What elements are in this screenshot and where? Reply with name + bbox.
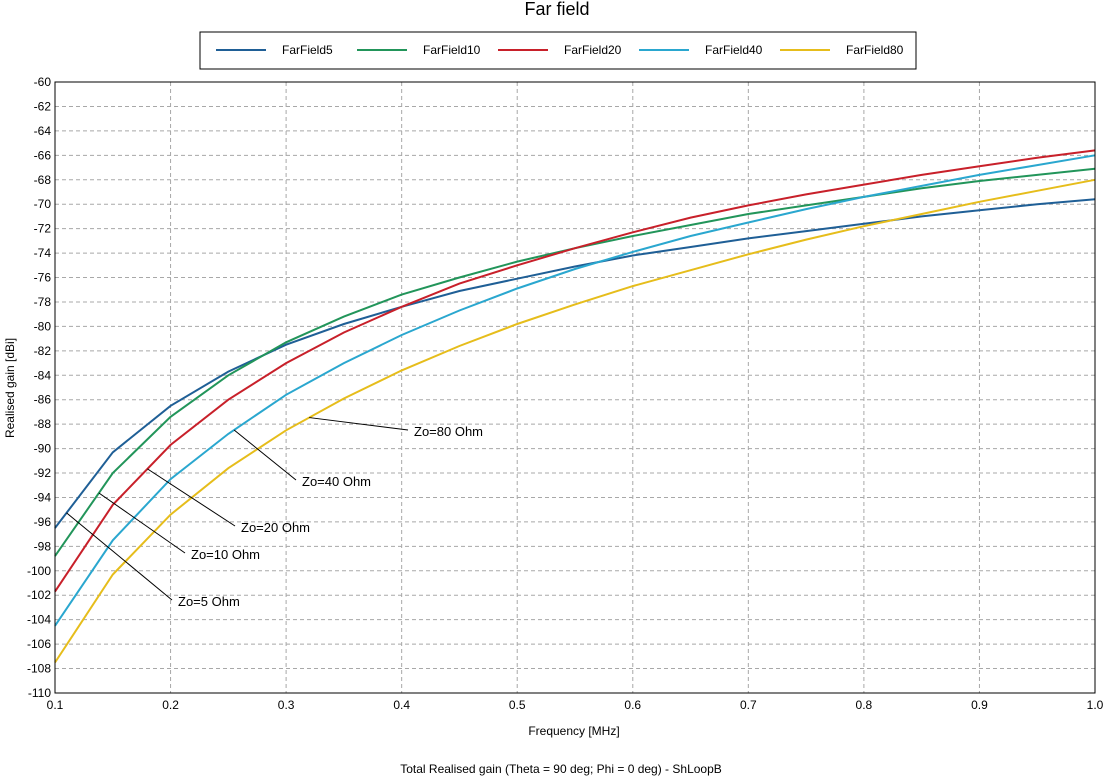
y-tick-label: -72 (34, 222, 52, 236)
annotation-leader (309, 417, 409, 431)
annotation-label: Zo=5 Ohm (178, 594, 240, 609)
x-tick-label: 0.5 (509, 698, 526, 712)
y-axis-label: Realised gain [dBi] (3, 338, 17, 438)
x-tick-label: 0.8 (856, 698, 873, 712)
y-tick-label: -84 (34, 368, 52, 382)
y-tick-label: -92 (34, 466, 52, 480)
y-tick-label: -80 (34, 319, 52, 333)
y-tick-label: -108 (27, 662, 51, 676)
legend-label: FarField10 (423, 43, 481, 57)
series-line-farfield80 (54, 178, 1096, 664)
series-line-farfield20 (54, 149, 1096, 593)
x-tick-label: 0.3 (278, 698, 295, 712)
y-tick-label: -78 (34, 295, 52, 309)
series-line-farfield40 (54, 154, 1096, 627)
series-line-farfield5 (54, 198, 1096, 529)
y-tick-label: -64 (34, 124, 52, 138)
annotation-label: Zo=40 Ohm (302, 474, 371, 489)
x-tick-label: 0.6 (624, 698, 641, 712)
y-tick-label: -60 (34, 75, 52, 89)
y-tick-label: -86 (34, 393, 52, 407)
y-tick-label: -96 (34, 515, 52, 529)
annotation-label: Zo=10 Ohm (191, 547, 260, 562)
x-tick-label: 0.1 (47, 698, 64, 712)
y-tick-label: -88 (34, 417, 52, 431)
chart-footer-caption: Total Realised gain (Theta = 90 deg; Phi… (400, 762, 722, 776)
y-tick-label: -106 (27, 637, 51, 651)
y-tick-label: -110 (28, 686, 51, 700)
x-tick-label: 0.4 (393, 698, 410, 712)
x-tick-label: 0.2 (162, 698, 179, 712)
y-tick-label: -68 (34, 173, 52, 187)
annotation-leader (66, 512, 173, 601)
series-line-farfield10 (54, 167, 1096, 557)
legend-label: FarField20 (564, 43, 622, 57)
y-tick-label: -94 (34, 490, 52, 504)
legend-label: FarField5 (282, 43, 333, 57)
y-tick-label: -90 (34, 442, 52, 456)
y-tick-label: -100 (27, 564, 51, 578)
y-tick-label: -82 (34, 344, 52, 358)
annotation-label: Zo=80 Ohm (414, 424, 483, 439)
plot-frame (54, 81, 1096, 694)
annotation-leader (233, 429, 297, 481)
annotation-leader (98, 492, 186, 554)
y-axis-ticks: -60 -62 -64 -66 -68 -70 -72 -74 -76 -78 -80 -82 -84 -… (27, 75, 51, 700)
series-lines (54, 149, 1096, 664)
y-tick-label: -102 (27, 588, 51, 602)
annotations: Zo=5 Ohm Zo=10 Ohm Zo=20 Ohm Zo=40 Ohm Zo=80… (66, 417, 483, 609)
annotation-label: Zo=20 Ohm (241, 520, 310, 535)
y-tick-label: -66 (34, 148, 52, 162)
y-tick-label: -70 (34, 197, 52, 211)
x-tick-label: 1.0 (1087, 698, 1104, 712)
chart-title: Far field (524, 0, 589, 19)
y-tick-label: -62 (34, 99, 52, 113)
x-axis-label: Frequency [MHz] (528, 724, 619, 738)
x-axis-ticks: 0.1 0.2 0.3 0.4 0.5 0.6 0.7 0.8 0.9 1.0 (47, 698, 1104, 712)
y-tick-label: -104 (27, 613, 51, 627)
legend-label: FarField80 (846, 43, 904, 57)
y-tick-label: -98 (34, 539, 52, 553)
legend-label: FarField40 (705, 43, 763, 57)
x-tick-label: 0.9 (971, 698, 988, 712)
y-tick-label: -76 (34, 271, 52, 285)
x-tick-label: 0.7 (740, 698, 757, 712)
grid (55, 82, 1095, 693)
legend: FarField5 FarField10 FarField20 FarField40 F… (199, 31, 917, 70)
y-tick-label: -74 (34, 246, 52, 260)
annotation-leader (147, 468, 236, 527)
